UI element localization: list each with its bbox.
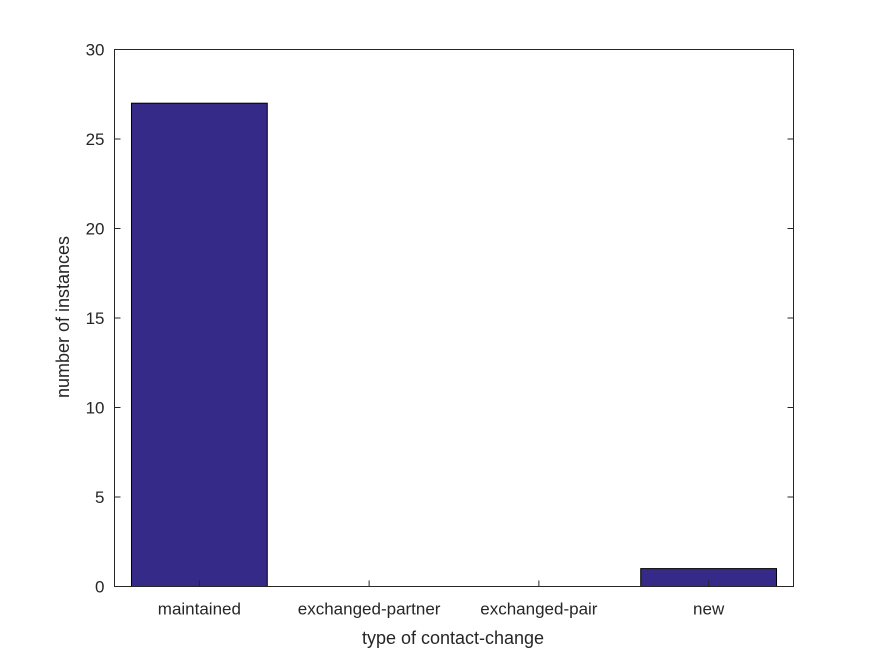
y-tick-label: 25 xyxy=(86,130,105,149)
y-tick-label: 15 xyxy=(86,309,105,328)
bar-maintained xyxy=(130,102,268,587)
y-tick-label: 30 xyxy=(86,41,105,60)
x-tick-label: maintained xyxy=(158,600,241,619)
x-tick-label: exchanged-pair xyxy=(480,600,598,619)
y-tick-label: 0 xyxy=(95,578,104,597)
x-tick-label: new xyxy=(693,600,725,619)
y-tick-label: 20 xyxy=(86,220,105,239)
y-axis-label: number of instances xyxy=(53,236,73,398)
x-axis-label: type of contact-change xyxy=(362,628,544,648)
y-tick-label: 10 xyxy=(86,399,105,418)
x-tick-label: exchanged-partner xyxy=(298,600,441,619)
y-tick-label: 5 xyxy=(95,488,104,507)
